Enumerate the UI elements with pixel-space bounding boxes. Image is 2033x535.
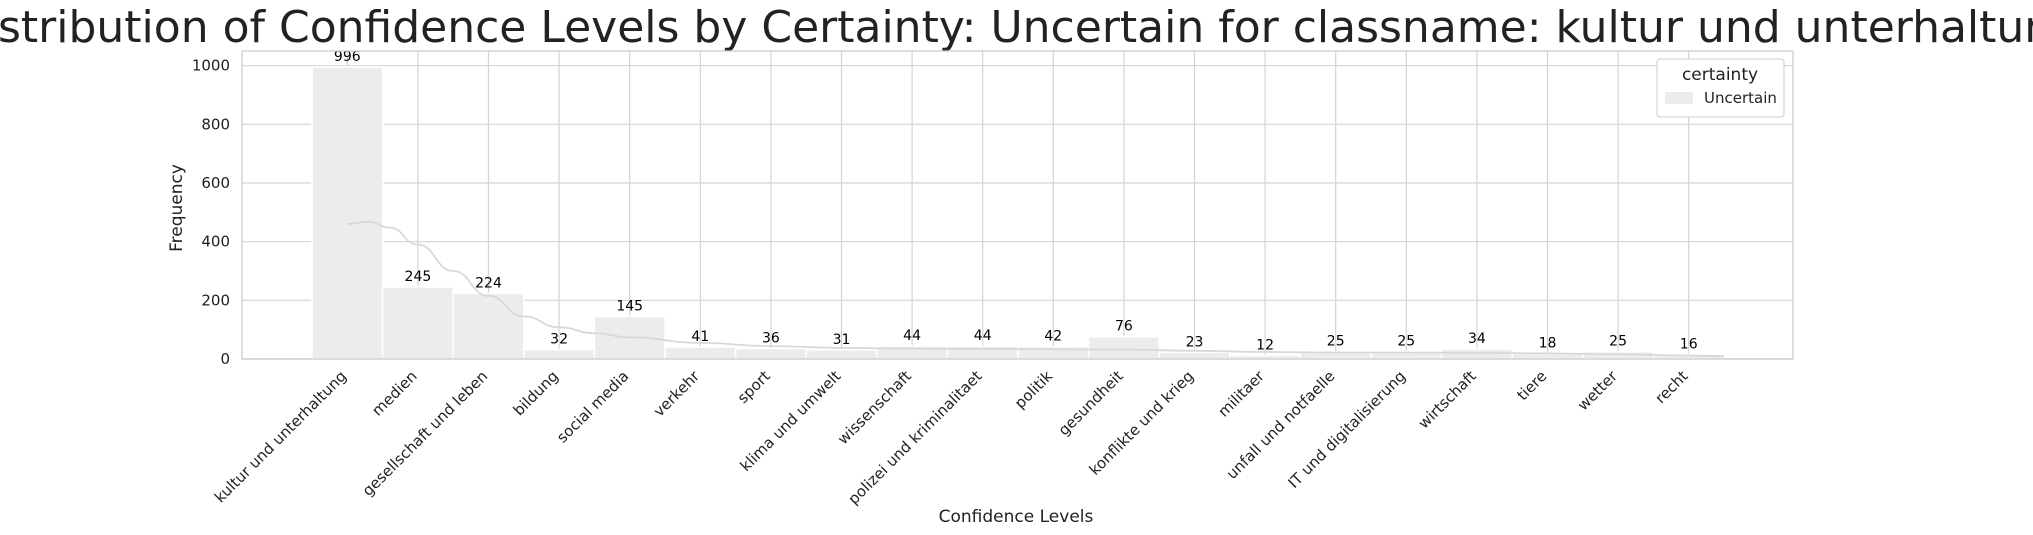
legend-title: certainty: [1682, 65, 1758, 85]
x-tick-label: bildung: [510, 367, 562, 419]
legend: certainty Uncertain: [1656, 58, 1785, 118]
data-label: 25: [1397, 334, 1415, 350]
data-label: 32: [550, 332, 568, 348]
x-tick-label: wetter: [1574, 367, 1622, 415]
data-label: 76: [1115, 319, 1133, 335]
y-tick-label: 400: [201, 233, 230, 251]
data-label: 996: [334, 49, 361, 65]
x-tick-label: wirtschaft: [1415, 367, 1480, 432]
x-tick-label: gesundheit: [1055, 367, 1127, 439]
data-label: 16: [1680, 336, 1698, 352]
data-label: 23: [1186, 334, 1204, 350]
data-label: 18: [1539, 336, 1557, 352]
bar: [1158, 351, 1231, 360]
plot-frame: [241, 50, 1794, 360]
bar: [1087, 335, 1160, 360]
x-tick-label: militaer: [1214, 367, 1268, 421]
y-tick-label: 800: [201, 115, 230, 133]
bar: [734, 347, 807, 360]
legend-swatch-uncertain: [1665, 92, 1693, 104]
y-tick-label: 1000: [192, 57, 230, 75]
data-label: 224: [475, 275, 502, 291]
x-tick-label: recht: [1651, 367, 1691, 407]
x-tick-label: gesellschaft und leben: [359, 367, 492, 500]
data-label: 12: [1256, 337, 1274, 353]
bar: [452, 292, 525, 360]
y-axis-label: Frequency: [167, 164, 187, 252]
data-label: 34: [1468, 331, 1486, 347]
x-tick-label: polizei und kriminalitaet: [845, 367, 986, 508]
data-labels: 996 245 224 32 145 41 36 31 44 44 42 76 23 12 25 25 34 18…: [334, 49, 1698, 354]
bar: [311, 66, 384, 360]
data-label: 145: [616, 298, 643, 314]
data-label: 245: [405, 269, 432, 285]
bar: [1440, 348, 1513, 360]
chart-title: Distribution of Confidence Levels by Cer…: [0, 2, 2033, 53]
data-label: 31: [833, 332, 851, 348]
x-tick-labels: kultur und unterhaltung mediengesellschaf…: [211, 367, 1692, 509]
x-tick-label: medien: [368, 367, 421, 420]
x-tick-label: sport: [734, 367, 774, 407]
y-tick-labels: 0 200 400 600 800 1000: [192, 57, 230, 368]
data-label: 41: [691, 329, 709, 345]
y-tick-label: 0: [220, 350, 230, 368]
kde-curve: [347, 220, 1725, 357]
y-tick-label: 600: [201, 174, 230, 192]
grid-lines: [242, 51, 1793, 360]
data-label: 25: [1327, 334, 1345, 350]
x-tick-label: kultur und unterhaltung: [211, 367, 350, 506]
bar: [664, 346, 737, 360]
x-tick-label: verkehr: [650, 367, 704, 421]
legend-entry-uncertain: Uncertain: [1704, 89, 1777, 107]
kde-line: [347, 220, 1725, 357]
data-label: 44: [903, 328, 921, 344]
bar: [523, 348, 596, 360]
data-label: 42: [1044, 329, 1062, 345]
y-tick-label: 200: [201, 291, 230, 309]
x-axis-label: Confidence Levels: [939, 507, 1094, 527]
data-label: 25: [1609, 334, 1627, 350]
data-label: 36: [762, 330, 780, 346]
bar: [805, 349, 878, 360]
x-tick-label: IT und digitalisierung: [1284, 367, 1409, 492]
data-label: 44: [974, 328, 992, 344]
x-tick-label: tiere: [1513, 367, 1550, 404]
bars: [311, 66, 1725, 360]
bar: [381, 286, 454, 360]
x-tick-label: social media: [553, 367, 632, 446]
x-tick-label: politik: [1011, 367, 1056, 412]
